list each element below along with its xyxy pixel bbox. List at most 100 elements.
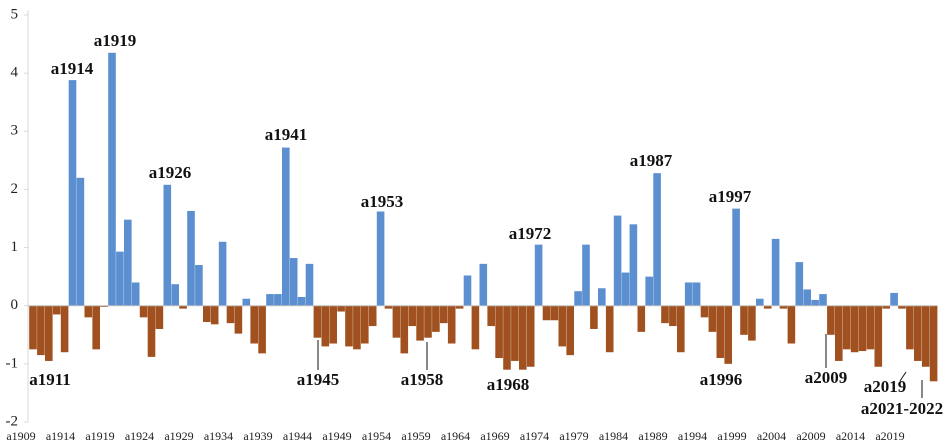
bar: [408, 305, 416, 327]
bar: [116, 251, 124, 306]
annotation: a1996: [700, 370, 743, 389]
bar: [914, 305, 922, 361]
annotation-pointer: [899, 371, 907, 382]
bar: [511, 305, 519, 361]
x-tick-label: a1974: [520, 429, 549, 443]
bar: [692, 282, 701, 306]
annotation: a1941: [265, 125, 308, 144]
bar: [574, 291, 582, 306]
x-tick-label: a1954: [362, 429, 391, 443]
bar: [819, 294, 827, 306]
x-tick-label: a2009: [796, 429, 825, 443]
bar: [416, 305, 424, 341]
y-tick-label: 2: [11, 181, 19, 197]
bar: [131, 282, 140, 306]
bar: [716, 305, 725, 359]
bar: [289, 258, 298, 306]
x-tick-label: a1944: [283, 429, 312, 443]
annotation: a1914: [51, 59, 94, 78]
bar: [139, 305, 148, 318]
bar: [811, 299, 819, 306]
y-tick-label: -2: [6, 413, 19, 429]
bar: [732, 208, 740, 306]
annotation: a1997: [709, 187, 752, 206]
bar: [929, 305, 938, 382]
bar: [155, 305, 164, 329]
bar: [613, 215, 622, 306]
x-tick-label: a1939: [243, 429, 272, 443]
x-tick-label: a1924: [125, 429, 154, 443]
bar: [60, 305, 69, 353]
bar: [250, 305, 258, 344]
bar: [282, 147, 290, 306]
bar: [258, 305, 266, 354]
bar: [582, 244, 590, 306]
x-tick-label: a1914: [46, 429, 75, 443]
x-tick-label: a1979: [559, 429, 588, 443]
bar: [503, 305, 511, 370]
bar: [195, 265, 203, 306]
bar: [629, 224, 638, 306]
bar: [305, 263, 314, 306]
bar: [337, 305, 345, 312]
bar: [550, 305, 559, 321]
bar: [677, 305, 685, 353]
x-tick-label: a1994: [678, 429, 707, 443]
annotation: a1926: [149, 163, 192, 182]
bar: [179, 305, 187, 309]
bar: [487, 305, 495, 327]
bar: [45, 305, 53, 361]
bar: [345, 305, 353, 347]
bar: [108, 52, 116, 306]
x-tick-label: a1929: [164, 429, 193, 443]
bar: [274, 294, 282, 306]
bar: [424, 305, 432, 338]
annotation: a1958: [401, 370, 444, 389]
bar: [463, 275, 472, 306]
bar: [637, 305, 646, 332]
bar: [361, 305, 369, 344]
bar: [795, 262, 804, 306]
bar: [76, 177, 85, 306]
bar: [661, 305, 669, 324]
annotation: a2021-2022: [861, 399, 943, 418]
x-tick-label: a1934: [204, 429, 233, 443]
bar: [890, 292, 898, 306]
y-tick-label: 0: [11, 297, 19, 313]
bar: [866, 305, 875, 350]
bar: [124, 219, 132, 306]
bar: [92, 305, 100, 350]
bar: [218, 241, 227, 306]
annotation: a2019: [864, 377, 907, 396]
bar: [266, 294, 274, 306]
bar: [534, 244, 543, 306]
bar: [68, 80, 77, 306]
x-tick-label: a1984: [599, 429, 628, 443]
bar: [590, 305, 598, 329]
x-tick-label: a1949: [322, 429, 351, 443]
bar: [519, 305, 527, 370]
bar: [242, 298, 251, 306]
bar: [495, 305, 503, 359]
bar: [353, 305, 361, 350]
annotation: a2009: [805, 368, 848, 387]
bar: [748, 305, 756, 341]
annotation: a1945: [297, 370, 340, 389]
bar: [708, 305, 717, 332]
y-tick-label: -1: [6, 355, 19, 371]
bar: [921, 305, 930, 367]
bar: [471, 305, 480, 350]
x-tick-label: a1909: [6, 429, 35, 443]
x-tick-label: a2004: [757, 429, 786, 443]
bar: [234, 305, 243, 334]
x-tick-label: a2019: [875, 429, 904, 443]
bar: [700, 305, 709, 318]
bar: [447, 305, 456, 344]
bar: [479, 263, 488, 306]
bar: [313, 305, 322, 338]
bar: [455, 305, 464, 309]
x-tick-label: a2014: [836, 429, 865, 443]
bar: [392, 305, 401, 338]
bar: [163, 184, 172, 306]
